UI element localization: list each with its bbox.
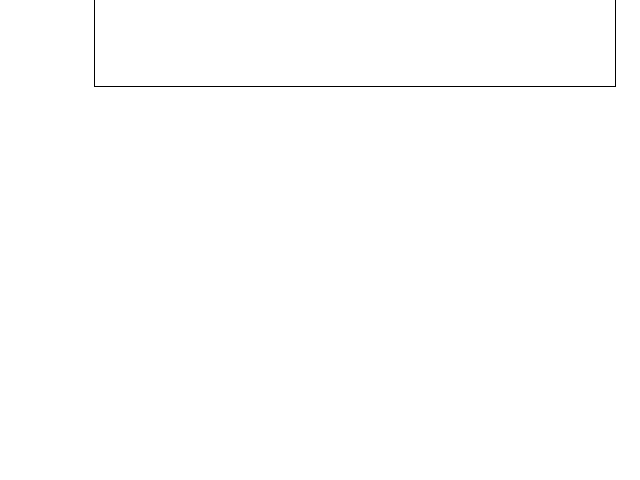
subplot-rl xyxy=(0,0,640,87)
plot-svg-rl xyxy=(95,0,615,86)
plot-area-rl xyxy=(94,0,616,87)
